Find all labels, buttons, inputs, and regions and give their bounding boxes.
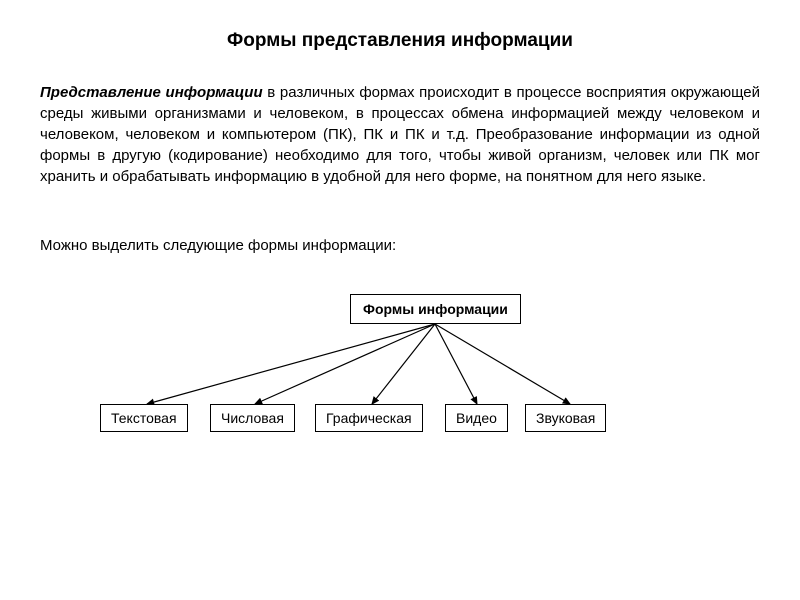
diagram-child: Звуковая bbox=[525, 404, 606, 432]
diagram-child: Видео bbox=[445, 404, 508, 432]
diagram-root: Формы информации bbox=[350, 294, 521, 324]
page-title: Формы представления информации bbox=[40, 30, 760, 52]
diagram-child: Текстовая bbox=[100, 404, 188, 432]
forms-diagram: Формы информации Текстовая Числовая Графич… bbox=[40, 294, 760, 454]
intro-paragraph: Представление информации в различных фор… bbox=[40, 82, 760, 187]
intro-bold: Представление информации bbox=[40, 84, 263, 101]
subtitle: Можно выделить следующие формы информаци… bbox=[40, 237, 760, 254]
diagram-child: Числовая bbox=[210, 404, 295, 432]
diagram-child: Графическая bbox=[315, 404, 423, 432]
